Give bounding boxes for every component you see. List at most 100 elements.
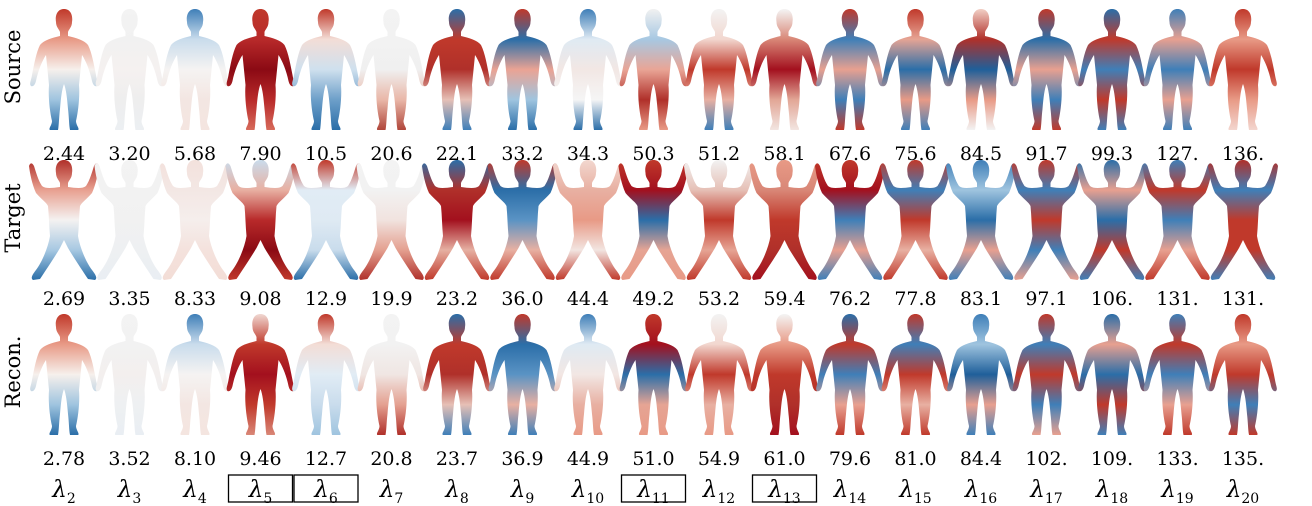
- lambda-label: λ17: [1029, 477, 1062, 506]
- eigenvalue: 2.44: [43, 143, 85, 165]
- lambda-label: λ4: [182, 477, 207, 506]
- lambda-label: λ20: [1226, 477, 1259, 506]
- body-figure-target-13: [880, 160, 951, 280]
- body-figure-target-16: [1077, 160, 1147, 280]
- eigenvalue: 136.: [1222, 143, 1264, 165]
- eigenvalue: 8.33: [174, 288, 216, 310]
- eigenvalue: 106.: [1091, 288, 1133, 310]
- lambda-label: λ16: [964, 477, 997, 506]
- body-figure-recon-8: [554, 314, 622, 435]
- highlight-box: [620, 474, 687, 503]
- body-figure-recon-9: [619, 314, 688, 435]
- eigenvalue: 83.1: [960, 288, 1002, 310]
- lambda-label: λ2: [51, 477, 76, 506]
- eigenvalue: 23.7: [436, 448, 478, 470]
- eigenvalue: 51.2: [698, 143, 740, 165]
- body-figure-target-12: [815, 160, 885, 280]
- eigenvalue: 19.9: [370, 288, 412, 310]
- eigenvalue: 135.: [1222, 448, 1264, 470]
- body-figure-target-17: [1142, 160, 1213, 280]
- eigenvalue: 2.78: [43, 448, 85, 470]
- eigenvalue: 67.6: [829, 143, 871, 165]
- eigenvalue: 127.: [1156, 143, 1198, 165]
- eigenvalue: 3.52: [108, 448, 150, 470]
- lambda-label: λ9: [510, 477, 535, 506]
- body-figure-recon-11: [750, 314, 819, 435]
- lambda-label: λ3: [117, 477, 142, 506]
- highlight-box: [751, 474, 818, 503]
- eigenvalue: 34.3: [567, 143, 609, 165]
- body-figure-source-4: [292, 9, 360, 130]
- eigenvalue: 7.90: [239, 143, 281, 165]
- body-figure-source-9: [619, 9, 688, 130]
- lambda-label: λ19: [1160, 477, 1193, 506]
- body-figure-source-7: [488, 9, 557, 130]
- lambda-label: λ12: [702, 477, 735, 506]
- body-figure-target-6: [422, 160, 492, 280]
- body-figure-recon-15: [1012, 314, 1081, 435]
- row-label-source: Source: [1, 30, 25, 105]
- body-figure-recon-14: [947, 314, 1015, 435]
- body-figure-source-12: [816, 9, 884, 130]
- body-figure-recon-5: [357, 314, 426, 435]
- eigenvalue: 20.8: [370, 448, 412, 470]
- eigenvalue: 131.: [1222, 288, 1264, 310]
- body-figure-source-18: [1209, 9, 1277, 130]
- body-figure-recon-0: [30, 314, 98, 435]
- eigenvalue: 77.8: [894, 288, 936, 310]
- body-figure-source-1: [95, 9, 164, 130]
- highlight-box: [293, 474, 359, 503]
- eigenvalue: 81.0: [894, 448, 936, 470]
- lambda-label: λ6: [313, 477, 338, 506]
- eigenvalue: 133.: [1156, 448, 1198, 470]
- body-figure-target-18: [1208, 160, 1278, 280]
- eigenvalue: 54.9: [698, 448, 740, 470]
- lambda-label: λ14: [833, 477, 866, 506]
- eigenvalue: 49.2: [632, 288, 674, 310]
- body-figure-source-16: [1078, 9, 1146, 130]
- body-figure-source-14: [947, 9, 1015, 130]
- eigenvalue: 9.08: [239, 288, 281, 310]
- body-figure-recon-2: [161, 314, 229, 435]
- eigenvalue: 59.4: [763, 288, 805, 310]
- body-figure-recon-1: [95, 314, 164, 435]
- body-figure-recon-4: [292, 314, 360, 435]
- lambda-label: λ7: [379, 477, 404, 506]
- body-figure-source-11: [750, 9, 819, 130]
- eigenvalue: 91.7: [1025, 143, 1067, 165]
- body-figure-source-10: [685, 9, 753, 130]
- body-figure-recon-18: [1209, 314, 1277, 435]
- eigenvalue: 12.9: [305, 288, 347, 310]
- eigenvalue: 109.: [1091, 448, 1133, 470]
- eigenvalue: 61.0: [763, 448, 805, 470]
- eigenvalue: 76.2: [829, 288, 871, 310]
- eigenvalue: 44.9: [567, 448, 609, 470]
- eigenvalue: 36.9: [501, 448, 543, 470]
- eigenvalue: 23.2: [436, 288, 478, 310]
- body-figure-recon-3: [226, 314, 295, 435]
- body-figure-target-10: [684, 160, 754, 280]
- body-figure-source-2: [161, 9, 229, 130]
- body-figure-target-8: [553, 160, 623, 280]
- body-figure-target-15: [1011, 160, 1082, 280]
- body-figure-source-5: [357, 9, 426, 130]
- eigenvalue: 12.7: [305, 448, 347, 470]
- body-figure-source-0: [30, 9, 98, 130]
- eigenvalue: 84.5: [960, 143, 1002, 165]
- body-figure-source-8: [554, 9, 622, 130]
- body-figure-recon-17: [1143, 314, 1212, 435]
- body-figure-target-3: [225, 160, 296, 280]
- body-figure-recon-16: [1078, 314, 1146, 435]
- body-figure-source-15: [1012, 9, 1081, 130]
- eigenvalue: 102.: [1025, 448, 1067, 470]
- body-figure-target-7: [487, 160, 558, 280]
- body-figure-source-17: [1143, 9, 1212, 130]
- eigenvalue: 2.69: [43, 288, 85, 310]
- body-figure-source-3: [226, 9, 295, 130]
- lambda-label: λ10: [571, 477, 604, 506]
- lambda-label: λ18: [1095, 477, 1128, 506]
- body-figure-recon-13: [881, 314, 950, 435]
- eigenvalue: 33.2: [501, 143, 543, 165]
- body-figure-target-5: [356, 160, 427, 280]
